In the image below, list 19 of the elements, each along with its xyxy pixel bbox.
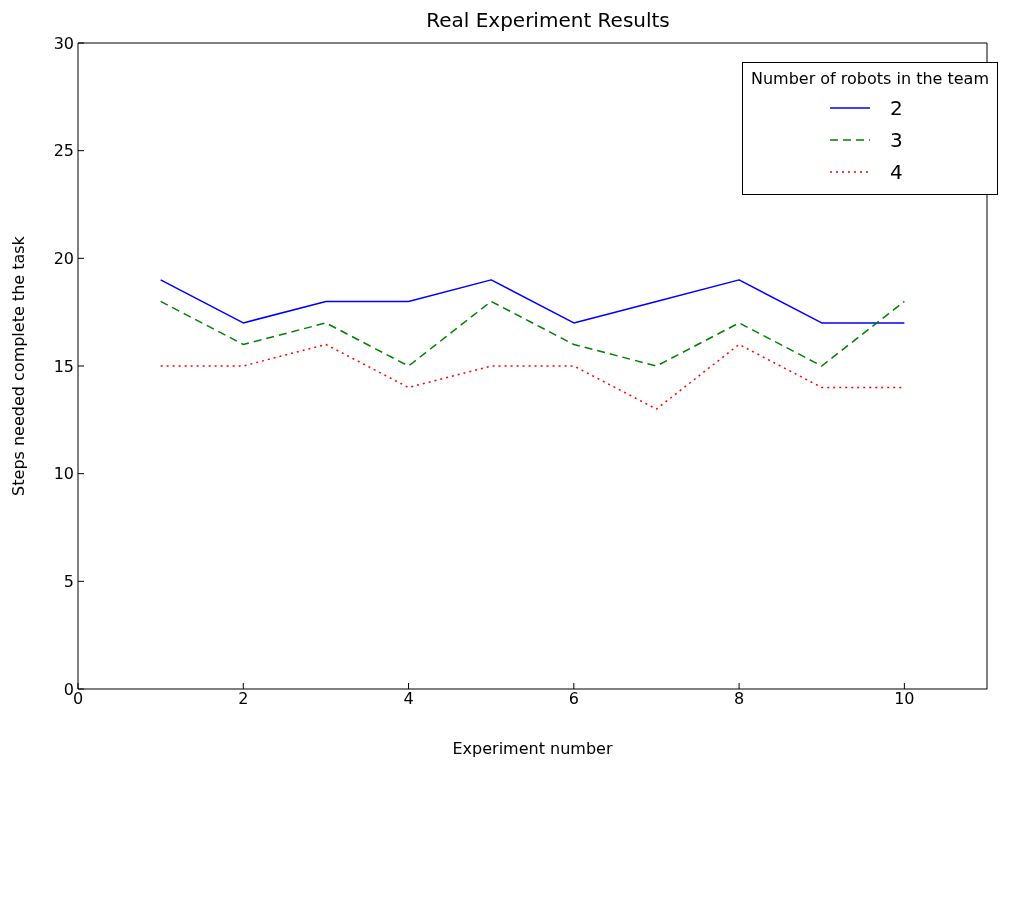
y-axis-title: Steps needed complete the task (8, 235, 28, 496)
y-tick-label: 5 (63, 572, 74, 592)
x-tick-label: 10 (894, 689, 915, 709)
x-tick-label: 6 (568, 689, 579, 709)
y-tick-label: 20 (53, 249, 74, 269)
x-axis-title: Experiment number (452, 739, 613, 758)
y-tick-label: 10 (53, 464, 74, 484)
legend-title: Number of robots in the team (750, 69, 989, 88)
chart-title: Real Experiment Results (425, 8, 671, 32)
line-series (159, 300, 906, 367)
legend-label: 2 (889, 95, 904, 122)
legend-label: 3 (889, 127, 904, 154)
x-tick-label: 8 (734, 689, 745, 709)
y-tick-label: 15 (53, 356, 74, 376)
x-tick-label: 2 (238, 689, 249, 709)
y-tick-label: 30 (53, 33, 74, 53)
legend-label: 4 (889, 159, 904, 186)
x-tick-label: 4 (403, 689, 414, 709)
y-tick-label: 25 (53, 141, 74, 161)
